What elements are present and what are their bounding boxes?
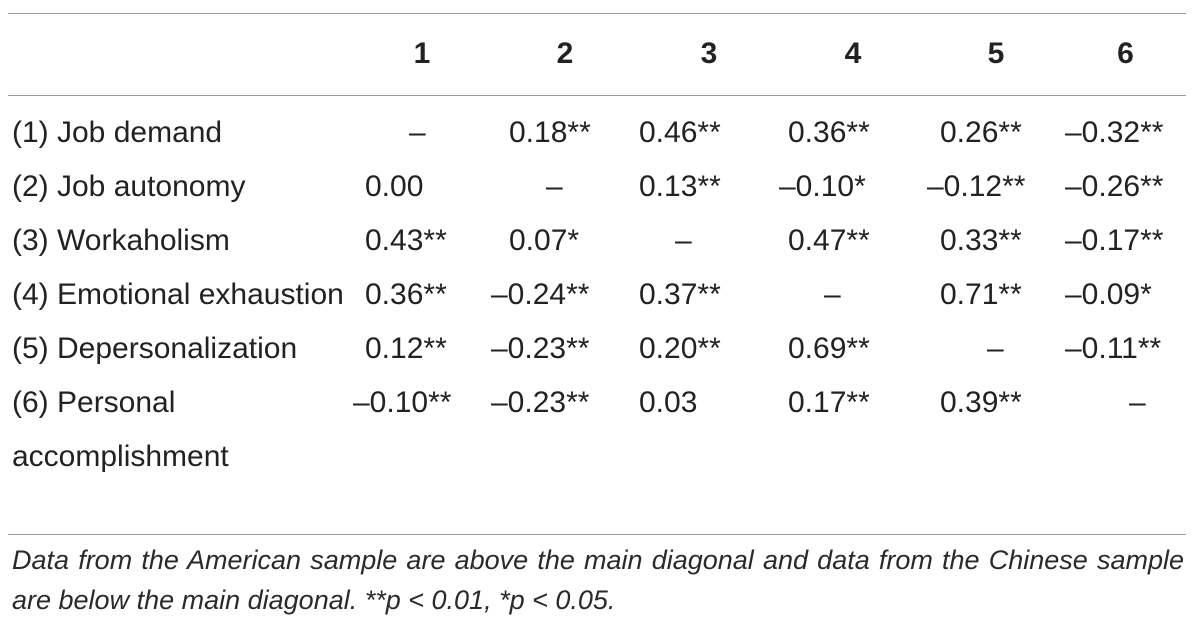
table-cell: –0.24** xyxy=(491,278,590,311)
correlation-table: 1 2 3 4 5 6 (1) Job demand – 0.18** 0.46… xyxy=(8,14,1186,484)
table-row: (1) Job demand – 0.18** 0.46** 0.36** 0.… xyxy=(8,94,1186,160)
table-cell: – xyxy=(987,332,1004,365)
column-header-5: 5 xyxy=(987,37,1005,70)
table-cell: 0.47** xyxy=(788,224,870,257)
column-header-3: 3 xyxy=(700,37,718,70)
row-label: (1) Job demand xyxy=(12,116,223,149)
table-cell: – xyxy=(824,278,841,311)
row-label: (2) Job autonomy xyxy=(12,170,246,203)
column-header-4: 4 xyxy=(844,37,862,70)
table-cell: 0.07* xyxy=(509,224,580,257)
table-cell: 0.00 xyxy=(365,170,424,203)
table-cell: –0.17** xyxy=(1065,224,1164,257)
table-cell: –0.10** xyxy=(353,386,452,419)
table-row: (5) Depersonalization 0.12** –0.23** 0.2… xyxy=(8,322,1186,376)
table-cell: 0.46** xyxy=(639,116,721,149)
column-header-1: 1 xyxy=(413,37,431,70)
table-row: (3) Workaholism 0.43** 0.07* – 0.47** 0.… xyxy=(8,214,1186,268)
table-cell: 0.18** xyxy=(509,116,591,149)
table-footnote: Data from the American sample are above … xyxy=(12,545,1184,615)
table-cell: –0.23** xyxy=(491,332,590,365)
table-cell: –0.26** xyxy=(1065,170,1164,203)
table-cell: – xyxy=(409,116,426,149)
table-cell: 0.39** xyxy=(940,386,1022,419)
table-cell: 0.12** xyxy=(365,332,447,365)
table-cell: – xyxy=(1129,386,1146,419)
table-cell: 0.43** xyxy=(365,224,447,257)
table-cell: 0.13** xyxy=(639,170,721,203)
table-cell: –0.12** xyxy=(927,170,1026,203)
column-header-blank xyxy=(8,14,353,94)
table-cell: 0.03 xyxy=(639,386,698,419)
table-row: (2) Job autonomy 0.00 – 0.13** –0.10* –0… xyxy=(8,160,1186,214)
table-row: (4) Emotional exhaustion 0.36** –0.24** … xyxy=(8,268,1186,322)
table-cell: 0.37** xyxy=(639,278,721,311)
table-top-rule xyxy=(8,13,1186,14)
table-cell: – xyxy=(546,170,563,203)
table-bottom-rule xyxy=(8,534,1186,535)
table-header-rule xyxy=(8,95,1186,96)
column-header-2: 2 xyxy=(556,37,574,70)
table-cell: 0.20** xyxy=(639,332,721,365)
table-cell: 0.71** xyxy=(940,278,1022,311)
table-cell: –0.11** xyxy=(1065,332,1162,365)
table-cell: 0.69** xyxy=(788,332,870,365)
table-cell: – xyxy=(675,224,692,257)
row-label: (4) Emotional exhaustion xyxy=(12,278,344,311)
table-cell: –0.32** xyxy=(1065,116,1164,149)
table-cell: 0.26** xyxy=(940,116,1022,149)
table-row: (6) Personal accomplishment –0.10** –0.2… xyxy=(8,376,1186,484)
row-label: (6) Personal accomplishment xyxy=(12,386,229,473)
table-cell: –0.09* xyxy=(1065,278,1152,311)
table-cell: –0.23** xyxy=(491,386,590,419)
table-header-row: 1 2 3 4 5 6 xyxy=(8,14,1186,94)
table-cell: 0.33** xyxy=(940,224,1022,257)
table-cell: 0.17** xyxy=(788,386,870,419)
table-cell: –0.10* xyxy=(779,170,866,203)
row-label: (3) Workaholism xyxy=(12,224,230,257)
row-label: (5) Depersonalization xyxy=(12,332,298,365)
table-cell: 0.36** xyxy=(365,278,447,311)
table-cell: 0.36** xyxy=(788,116,870,149)
column-header-6: 6 xyxy=(1117,37,1134,70)
